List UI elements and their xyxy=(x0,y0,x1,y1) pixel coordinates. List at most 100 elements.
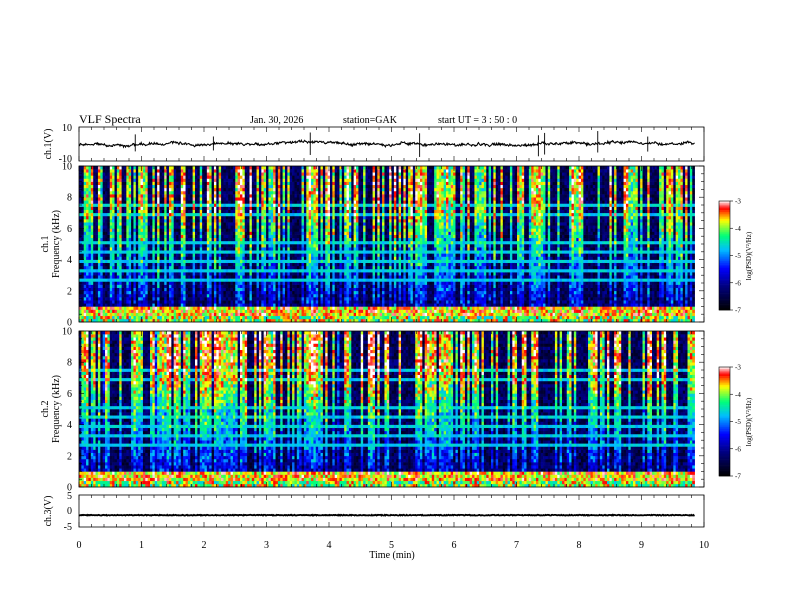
spectrogram-cell xyxy=(122,182,125,185)
spectrogram-cell xyxy=(126,275,129,278)
spectrogram-cell xyxy=(157,241,160,244)
spectrogram-cell xyxy=(155,216,158,219)
spectrogram-cell xyxy=(212,175,215,178)
spectrogram-cell xyxy=(197,172,200,175)
spectrogram-cell xyxy=(93,200,96,203)
spectrogram-cell xyxy=(169,182,172,185)
spectrogram-cell xyxy=(150,169,153,172)
spectrogram-cell xyxy=(110,194,113,197)
spectrogram-cell xyxy=(138,300,141,303)
spectrogram-cell xyxy=(141,172,144,175)
spectrogram-cell xyxy=(129,281,132,284)
spectrogram-cell xyxy=(195,207,198,210)
spectrogram-cell xyxy=(115,241,118,244)
spectrogram-cell xyxy=(131,310,134,313)
spectrogram-cell xyxy=(176,263,179,266)
spectrogram-cell xyxy=(214,294,217,297)
spectrogram-cell xyxy=(98,225,101,228)
spectrogram-cell xyxy=(124,191,127,194)
spectrogram-cell xyxy=(145,213,148,216)
spectrogram-cell xyxy=(155,197,158,200)
spectrogram-cell xyxy=(143,241,146,244)
spectrogram-cell xyxy=(117,228,120,231)
spectrogram-cell xyxy=(141,200,144,203)
spectrogram-cell xyxy=(171,235,174,238)
spectrogram-cell xyxy=(107,291,110,294)
spectrogram-cell xyxy=(167,260,170,263)
spectrogram-cell xyxy=(105,253,108,256)
spectrogram-cell xyxy=(143,238,146,241)
spectrogram-cell xyxy=(119,235,122,238)
spectrogram-cell xyxy=(188,238,191,241)
spectrogram-cell xyxy=(91,207,94,210)
spectrogram-cell xyxy=(107,203,110,206)
spectrogram-cell xyxy=(204,241,207,244)
spectrogram-cell xyxy=(212,225,215,228)
spectrogram-cell xyxy=(119,207,122,210)
spectrogram-cell xyxy=(204,281,207,284)
spectrogram-cell xyxy=(148,222,151,225)
spectrogram-cell xyxy=(126,207,129,210)
spectrogram-cell xyxy=(136,272,139,275)
spectrogram-cell xyxy=(186,300,189,303)
spectrogram-cell xyxy=(81,316,84,319)
spectrogram-cell xyxy=(98,316,101,319)
spectrogram-cell xyxy=(190,253,193,256)
spectrogram-cell xyxy=(103,207,106,210)
spectrogram-cell xyxy=(86,291,89,294)
spectrogram-cell xyxy=(160,275,163,278)
spectrogram-cell xyxy=(93,303,96,306)
spectrogram-cell xyxy=(88,216,91,219)
spectrogram-cell xyxy=(122,203,125,206)
spectrogram-cell xyxy=(105,310,108,313)
spectrogram-cell xyxy=(200,225,203,228)
spectrogram-cell xyxy=(91,297,94,300)
spectrogram-cell xyxy=(145,288,148,291)
spectrogram-cell xyxy=(152,250,155,253)
spectrogram-cell xyxy=(143,191,146,194)
spectrogram-cell xyxy=(207,228,210,231)
spectrogram-cell xyxy=(197,241,200,244)
spectrogram-cell xyxy=(124,228,127,231)
spectrogram-cell xyxy=(88,185,91,188)
spectrogram-cell xyxy=(209,178,212,181)
spectrogram-cell xyxy=(96,238,99,241)
spectrogram-cell xyxy=(200,197,203,200)
spectrogram-cell xyxy=(214,182,217,185)
spectrogram-cell xyxy=(155,256,158,259)
spectrogram-cell xyxy=(202,203,205,206)
spectrogram-cell xyxy=(169,244,172,247)
spectrogram-cell xyxy=(148,272,151,275)
spectrogram-cell xyxy=(162,278,165,281)
spectrogram-cell xyxy=(212,303,215,306)
spectrogram-cell xyxy=(98,166,101,169)
spectrogram-cell xyxy=(129,216,132,219)
spectrogram-cell xyxy=(183,256,186,259)
spectrogram-cell xyxy=(105,194,108,197)
spectrogram-cell xyxy=(126,316,129,319)
spectrogram-cell xyxy=(202,260,205,263)
spectrogram-cell xyxy=(157,216,160,219)
spectrogram-cell xyxy=(110,241,113,244)
spectrogram-cell xyxy=(143,278,146,281)
spectrogram-cell xyxy=(138,313,141,316)
spectrogram-cell xyxy=(207,303,210,306)
spectrogram-cell xyxy=(181,191,184,194)
spectrogram-cell xyxy=(86,225,89,228)
spectrogram-cell xyxy=(178,225,181,228)
spectrogram-cell xyxy=(183,222,186,225)
spectrogram-cell xyxy=(188,197,191,200)
spectrogram-cell xyxy=(157,300,160,303)
spectrogram-cell xyxy=(105,235,108,238)
spectrogram-cell xyxy=(96,207,99,210)
spectrogram-cell xyxy=(202,300,205,303)
spectrogram-cell xyxy=(141,207,144,210)
spectrogram-cell xyxy=(181,263,184,266)
spectrogram-cell xyxy=(88,194,91,197)
spectrogram-cell xyxy=(181,300,184,303)
spectrogram-cell xyxy=(155,281,158,284)
spectrogram-cell xyxy=(178,291,181,294)
spectrogram-cell xyxy=(178,191,181,194)
spectrogram-cell xyxy=(105,269,108,272)
spectrogram-cell xyxy=(209,244,212,247)
